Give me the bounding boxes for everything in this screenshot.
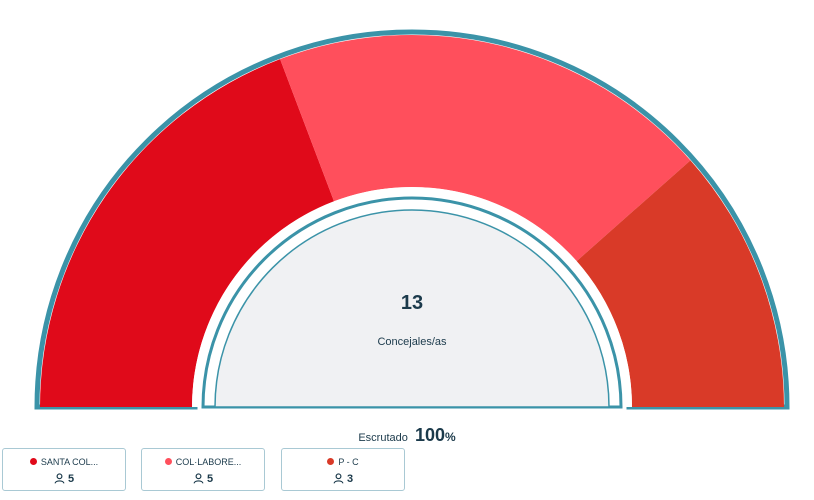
legend-seat-count: 5 — [206, 473, 214, 485]
person-icon — [193, 473, 204, 484]
seat-segments — [40, 35, 784, 408]
legend-color-dot — [164, 458, 172, 465]
legend-seat-count: 3 — [346, 473, 354, 485]
legend-color-dot — [327, 458, 335, 465]
legend-seat-count: 5 — [67, 473, 75, 485]
person-icon — [54, 473, 65, 484]
legend-card[interactable]: SANTA COL... 5 — [2, 448, 126, 491]
scrutiny-value: 100 — [414, 425, 445, 445]
legend-card[interactable]: P - C 3 — [281, 448, 405, 491]
legend-party-label: SANTA COL... — [40, 457, 99, 467]
legend-party-name: SANTA COL... — [3, 457, 125, 467]
scrutiny-label: Escrutado — [358, 432, 408, 444]
seat-segment[interactable] — [576, 160, 784, 407]
scrutiny-status: Escrutado 100% — [0, 425, 814, 446]
party-legend: SANTA COL... 5 COL·LABORE... 5 P - C 3 — [0, 448, 814, 494]
legend-seats: 5 — [142, 473, 264, 485]
legend-color-dot — [29, 458, 37, 465]
legend-card[interactable]: COL·LABORE... 5 — [141, 448, 265, 491]
legend-seats: 3 — [282, 473, 404, 485]
person-icon — [333, 473, 344, 484]
legend-party-name: P - C — [282, 457, 404, 467]
center-semicircle — [214, 209, 610, 408]
scrutiny-unit: % — [444, 430, 456, 444]
legend-party-label: COL·LABORE... — [175, 457, 242, 467]
total-seats-label: Concejales/as — [377, 336, 447, 348]
hemicycle-chart: 13 Concejales/as — [34, 29, 790, 410]
legend-seats: 5 — [3, 473, 125, 485]
legend-party-label: P - C — [338, 457, 359, 467]
total-seats: 13 — [401, 292, 423, 314]
legend-party-name: COL·LABORE... — [142, 457, 264, 467]
seat-segment[interactable] — [280, 35, 691, 262]
seat-segment[interactable] — [40, 59, 334, 408]
